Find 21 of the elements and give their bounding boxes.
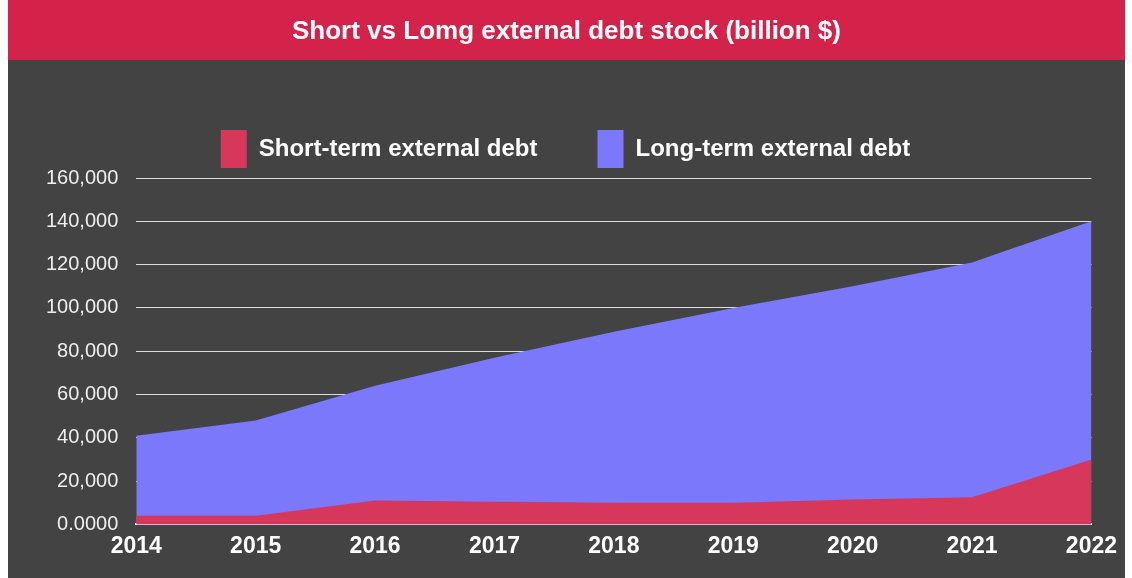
legend-label: Short-term external debt (258, 133, 538, 161)
y-tick-label: 80,000 (57, 338, 119, 361)
y-tick-label: 0.0000 (57, 511, 119, 534)
x-tick-label: 2020 (827, 531, 879, 558)
x-tick-label: 2019 (707, 531, 759, 558)
x-tick-label: 2016 (349, 531, 401, 558)
y-tick-label: 60,000 (57, 382, 119, 405)
x-tick-label: 2017 (468, 531, 521, 558)
y-tick-label: 120,000 (46, 252, 119, 275)
x-tick-label: 2018 (588, 531, 640, 558)
x-tick-label: 2015 (230, 531, 282, 558)
x-tick-label: 2014 (110, 531, 163, 558)
y-tick-label: 100,000 (46, 295, 119, 318)
x-tick-label: 2021 (946, 531, 998, 558)
y-tick-label: 140,000 (46, 208, 119, 231)
y-tick-label: 20,000 (57, 468, 119, 491)
legend-label: Long-term external debt (635, 133, 911, 161)
x-tick-label: 2022 (1065, 531, 1117, 558)
y-tick-label: 40,000 (57, 425, 119, 448)
y-tick-label: 160,000 (46, 165, 119, 188)
chart-title: Short vs Lomg external debt stock (billion $) (8, 0, 1125, 60)
